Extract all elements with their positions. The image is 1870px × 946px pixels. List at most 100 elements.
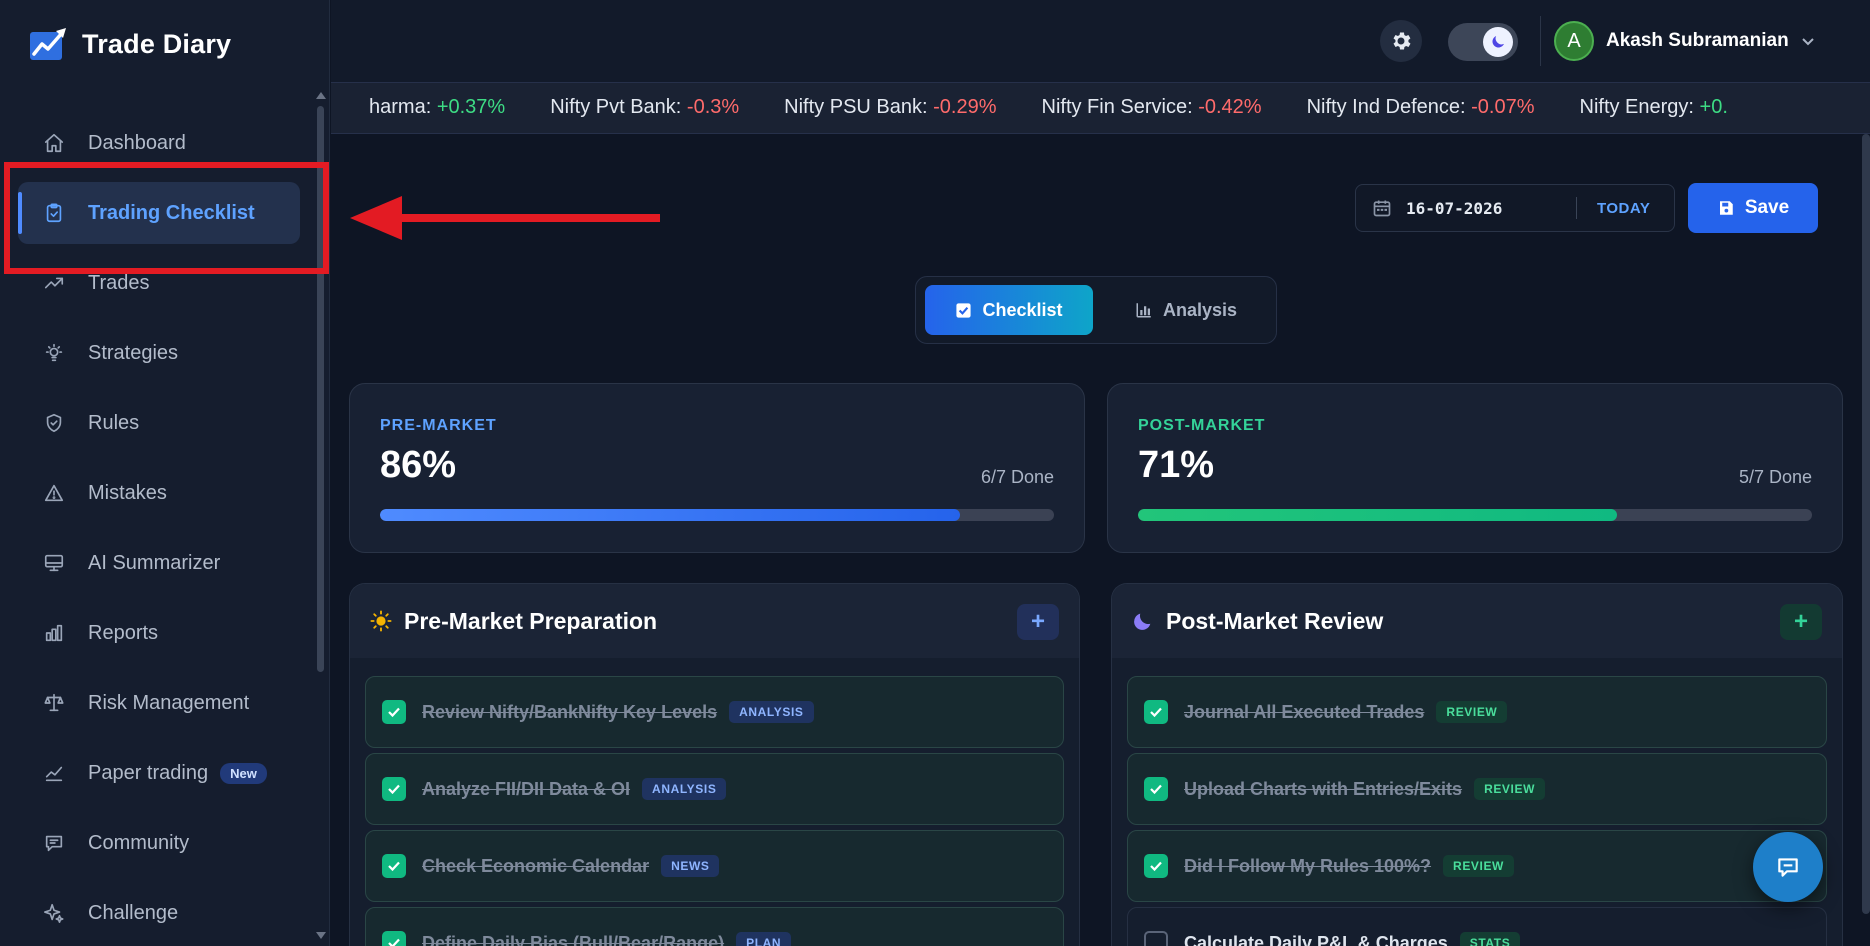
- theme-toggle[interactable]: [1448, 23, 1518, 61]
- item-tag: REVIEW: [1436, 701, 1508, 723]
- checklist-item[interactable]: Journal All Executed Trades REVIEW: [1127, 676, 1827, 748]
- sidebar-nav: Dashboard Trading Checklist Trades Strat…: [18, 112, 300, 946]
- add-pre-market-item-button[interactable]: +: [1017, 604, 1059, 640]
- scale-icon: [42, 691, 66, 715]
- sidebar-item-challenge[interactable]: Challenge: [18, 882, 300, 944]
- checklist-item[interactable]: Analyze FII/DII Data & OI ANALYSIS: [365, 753, 1064, 825]
- item-text: Review Nifty/BankNifty Key Levels: [422, 701, 718, 722]
- checkbox-checked[interactable]: [382, 854, 406, 878]
- home-icon: [42, 131, 66, 155]
- checkbox-checked[interactable]: [382, 931, 406, 946]
- item-tag: STATS: [1459, 932, 1521, 946]
- sidebar-item-label: AI Summarizer: [88, 551, 221, 574]
- sidebar: Trade Diary Dashboard Trading Checklist …: [0, 0, 330, 946]
- settings-button[interactable]: [1380, 20, 1422, 62]
- app-logo[interactable]: Trade Diary: [28, 26, 231, 62]
- sidebar-item-mistakes[interactable]: Mistakes: [18, 462, 300, 524]
- progress-bar: [380, 509, 1054, 521]
- item-text: Upload Charts with Entries/Exits: [1184, 778, 1463, 799]
- ticker-item: Nifty Energy: +0.: [1579, 96, 1728, 118]
- item-text: Check Economic Calendar: [422, 855, 650, 876]
- tab-checklist[interactable]: Checklist: [925, 285, 1093, 335]
- sidebar-item-community[interactable]: Community: [18, 812, 300, 874]
- check-icon: [388, 861, 400, 872]
- sidebar-item-label: Strategies: [88, 341, 179, 364]
- sidebar-item-paper-trading[interactable]: Paper trading New: [18, 742, 300, 804]
- sidebar-item-trades[interactable]: Trades: [18, 252, 300, 314]
- sidebar-item-rules[interactable]: Rules: [18, 392, 300, 454]
- checkbox-checked[interactable]: [382, 700, 406, 724]
- progress-count: 5/7 Done: [1738, 467, 1812, 487]
- checklist-item[interactable]: Calculate Daily P&L & Charges STATS: [1127, 907, 1827, 946]
- ticker-item: Nifty Fin Service: -0.42%: [1041, 96, 1262, 118]
- sidebar-item-label: Community: [88, 831, 190, 854]
- sidebar-item-reports[interactable]: Reports: [18, 602, 300, 664]
- tab-analysis[interactable]: Analysis: [1106, 285, 1266, 335]
- line-chart-icon: [42, 761, 66, 785]
- checklist-item[interactable]: Did I Follow My Rules 100%? REVIEW: [1127, 830, 1827, 902]
- gear-icon: [1393, 32, 1411, 50]
- user-name: Akash Subramanian: [1606, 30, 1789, 51]
- date-separator: [1576, 197, 1577, 219]
- item-tag: REVIEW: [1443, 855, 1514, 877]
- view-tabs: Checklist Analysis: [915, 276, 1277, 344]
- sidebar-item-dashboard[interactable]: Dashboard: [18, 112, 300, 174]
- checkbox-unchecked[interactable]: [1144, 931, 1168, 946]
- page-scrollbar-thumb[interactable]: [1862, 134, 1870, 914]
- user-menu[interactable]: A Akash Subramanian: [1554, 21, 1815, 61]
- post-market-review-panel: Post-Market Review + Journal All Execute…: [1111, 583, 1843, 946]
- ticker-item: Nifty Pvt Bank: -0.3%: [550, 96, 740, 118]
- bar-chart-icon: [1136, 303, 1151, 318]
- sidebar-item-label: Mistakes: [88, 481, 167, 504]
- checkbox-checked[interactable]: [1144, 777, 1168, 801]
- checklist-item[interactable]: Upload Charts with Entries/Exits REVIEW: [1127, 753, 1827, 825]
- save-label: Save: [1744, 197, 1790, 218]
- checklist-item[interactable]: Define Daily Bias (Bull/Bear/Range) PLAN: [365, 907, 1064, 946]
- header-divider: [1540, 16, 1541, 66]
- progress-bar-fill: [380, 509, 960, 521]
- sidebar-item-label: Dashboard: [88, 131, 186, 154]
- checkbox-checked[interactable]: [382, 777, 406, 801]
- sidebar-item-risk-management[interactable]: Risk Management: [18, 672, 300, 734]
- trending-up-icon: [42, 271, 66, 295]
- chevron-down-icon: [1801, 38, 1814, 46]
- red-arrow-icon: [350, 196, 660, 240]
- trade-diary-logo-icon: [30, 28, 66, 60]
- moon-icon: [1492, 36, 1504, 48]
- date-picker[interactable]: 16-07-2026 TODAY: [1355, 184, 1675, 232]
- post-market-progress-card: POST-MARKET 71% 5/7 Done: [1107, 383, 1843, 553]
- top-header: [331, 0, 1870, 82]
- date-input[interactable]: 16-07-2026: [1406, 198, 1503, 218]
- sidebar-scroll-up-arrow[interactable]: [316, 92, 326, 99]
- sparkle-icon: [42, 901, 66, 925]
- sidebar-item-strategies[interactable]: Strategies: [18, 322, 300, 384]
- progress-label: PRE-MARKET: [380, 417, 497, 434]
- checklist-item[interactable]: Review Nifty/BankNifty Key Levels ANALYS…: [365, 676, 1064, 748]
- save-button[interactable]: Save: [1688, 183, 1818, 233]
- lightbulb-icon: [42, 341, 66, 365]
- checkbox-icon: [956, 302, 972, 318]
- panel-title: Pre-Market Preparation: [404, 607, 658, 634]
- checkbox-checked[interactable]: [1144, 854, 1168, 878]
- checkbox-checked[interactable]: [1144, 700, 1168, 724]
- avatar: A: [1554, 21, 1594, 61]
- chat-icon: [1778, 858, 1798, 877]
- highlight-box: [4, 162, 329, 274]
- check-icon: [1150, 861, 1162, 872]
- moon-icon: [1134, 613, 1151, 630]
- item-tag: REVIEW: [1474, 778, 1546, 800]
- sidebar-item-trading-checklist[interactable]: Trading Checklist: [18, 182, 300, 244]
- add-post-market-item-button[interactable]: +: [1780, 604, 1822, 640]
- chat-button[interactable]: [1753, 832, 1823, 902]
- sidebar-item-ai-summarizer[interactable]: AI Summarizer: [18, 532, 300, 594]
- sidebar-scrollbar-thumb[interactable]: [317, 106, 324, 672]
- checklist-item[interactable]: Check Economic Calendar NEWS: [365, 830, 1064, 902]
- item-text: Calculate Daily P&L & Charges: [1184, 932, 1448, 946]
- panel-header: Pre-Market Preparation +: [350, 584, 1079, 658]
- today-button[interactable]: TODAY: [1597, 199, 1651, 217]
- new-badge: New: [220, 762, 267, 784]
- sidebar-scroll-down-arrow[interactable]: [316, 932, 326, 939]
- check-icon: [1150, 784, 1162, 795]
- tab-label: Analysis: [1162, 299, 1238, 320]
- panel-title: Post-Market Review: [1166, 607, 1384, 634]
